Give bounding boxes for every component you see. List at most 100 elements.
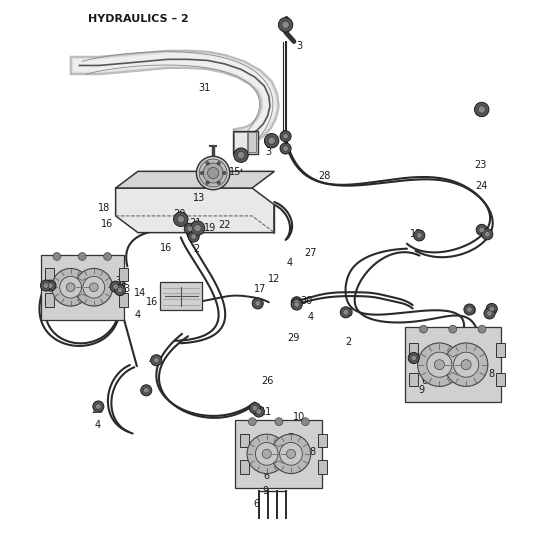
Circle shape <box>206 181 209 184</box>
Circle shape <box>478 106 486 113</box>
Circle shape <box>197 156 230 190</box>
Text: 11: 11 <box>410 228 423 239</box>
Circle shape <box>235 150 246 161</box>
Circle shape <box>174 212 188 226</box>
Bar <box>240 434 249 447</box>
Circle shape <box>279 442 302 465</box>
Text: 6: 6 <box>281 445 287 454</box>
Circle shape <box>294 300 300 305</box>
Circle shape <box>476 224 487 235</box>
Circle shape <box>445 343 488 386</box>
Text: 23: 23 <box>474 160 487 170</box>
Circle shape <box>153 357 159 363</box>
Text: 1: 1 <box>182 214 188 223</box>
Circle shape <box>151 354 162 366</box>
Text: 4: 4 <box>94 420 100 430</box>
Circle shape <box>343 310 348 315</box>
Circle shape <box>280 130 291 142</box>
Text: 13: 13 <box>193 193 206 203</box>
Circle shape <box>252 405 258 411</box>
Circle shape <box>217 162 221 165</box>
Text: 32: 32 <box>115 276 127 286</box>
Circle shape <box>190 221 205 235</box>
Circle shape <box>249 403 260 414</box>
Bar <box>160 282 202 310</box>
Circle shape <box>256 409 262 414</box>
Circle shape <box>418 343 461 386</box>
Polygon shape <box>115 171 274 188</box>
Circle shape <box>291 297 302 308</box>
Text: 25: 25 <box>91 405 104 416</box>
Circle shape <box>208 167 219 179</box>
Circle shape <box>265 135 277 147</box>
Bar <box>409 343 418 357</box>
Bar <box>240 460 249 474</box>
Text: 28: 28 <box>319 171 331 181</box>
Circle shape <box>271 434 311 474</box>
Bar <box>496 372 505 386</box>
Text: 16: 16 <box>160 243 172 253</box>
Circle shape <box>268 137 276 144</box>
Circle shape <box>78 253 86 260</box>
Circle shape <box>60 277 81 298</box>
Circle shape <box>45 280 56 291</box>
Bar <box>119 293 128 307</box>
Circle shape <box>96 404 101 409</box>
Text: 11: 11 <box>260 407 272 417</box>
Text: 16: 16 <box>101 220 113 229</box>
Circle shape <box>268 138 274 144</box>
Circle shape <box>479 227 484 232</box>
Circle shape <box>53 253 60 260</box>
Bar <box>232 130 258 154</box>
Circle shape <box>43 283 49 288</box>
Circle shape <box>294 302 300 307</box>
Text: 6: 6 <box>254 499 260 509</box>
Text: 19: 19 <box>204 223 217 232</box>
Text: 4: 4 <box>307 312 314 322</box>
Text: 31: 31 <box>199 83 211 93</box>
Circle shape <box>478 325 486 333</box>
Circle shape <box>223 171 226 175</box>
Circle shape <box>291 299 302 310</box>
Circle shape <box>280 143 291 154</box>
Circle shape <box>489 306 494 312</box>
Text: 3: 3 <box>266 147 272 157</box>
Circle shape <box>143 388 149 393</box>
Circle shape <box>275 418 283 426</box>
Circle shape <box>264 133 279 148</box>
Bar <box>234 132 246 152</box>
Polygon shape <box>115 188 274 232</box>
Circle shape <box>482 228 493 240</box>
Text: 24: 24 <box>475 181 488 192</box>
Circle shape <box>454 352 479 377</box>
Circle shape <box>435 360 445 370</box>
Bar <box>235 420 323 488</box>
Bar <box>119 268 128 281</box>
Circle shape <box>253 406 264 417</box>
Circle shape <box>449 325 456 333</box>
Circle shape <box>110 281 121 292</box>
Text: 20: 20 <box>174 209 186 220</box>
Text: 6: 6 <box>422 376 428 386</box>
Circle shape <box>75 268 113 306</box>
Bar <box>45 293 54 307</box>
Bar <box>405 327 501 402</box>
Circle shape <box>113 284 118 290</box>
Circle shape <box>187 226 193 231</box>
Text: 9: 9 <box>418 385 424 395</box>
Circle shape <box>114 284 125 296</box>
Bar <box>409 372 418 386</box>
Text: 4: 4 <box>149 356 155 366</box>
Text: 18: 18 <box>99 203 111 213</box>
Circle shape <box>255 442 278 465</box>
Circle shape <box>66 283 75 292</box>
Bar <box>40 255 124 320</box>
Text: 10: 10 <box>293 412 305 422</box>
Circle shape <box>484 231 490 237</box>
Circle shape <box>188 231 199 242</box>
Text: 8: 8 <box>489 368 495 379</box>
Circle shape <box>48 283 53 288</box>
Circle shape <box>301 418 309 426</box>
Text: 27: 27 <box>305 248 317 258</box>
Text: 3: 3 <box>296 41 302 51</box>
